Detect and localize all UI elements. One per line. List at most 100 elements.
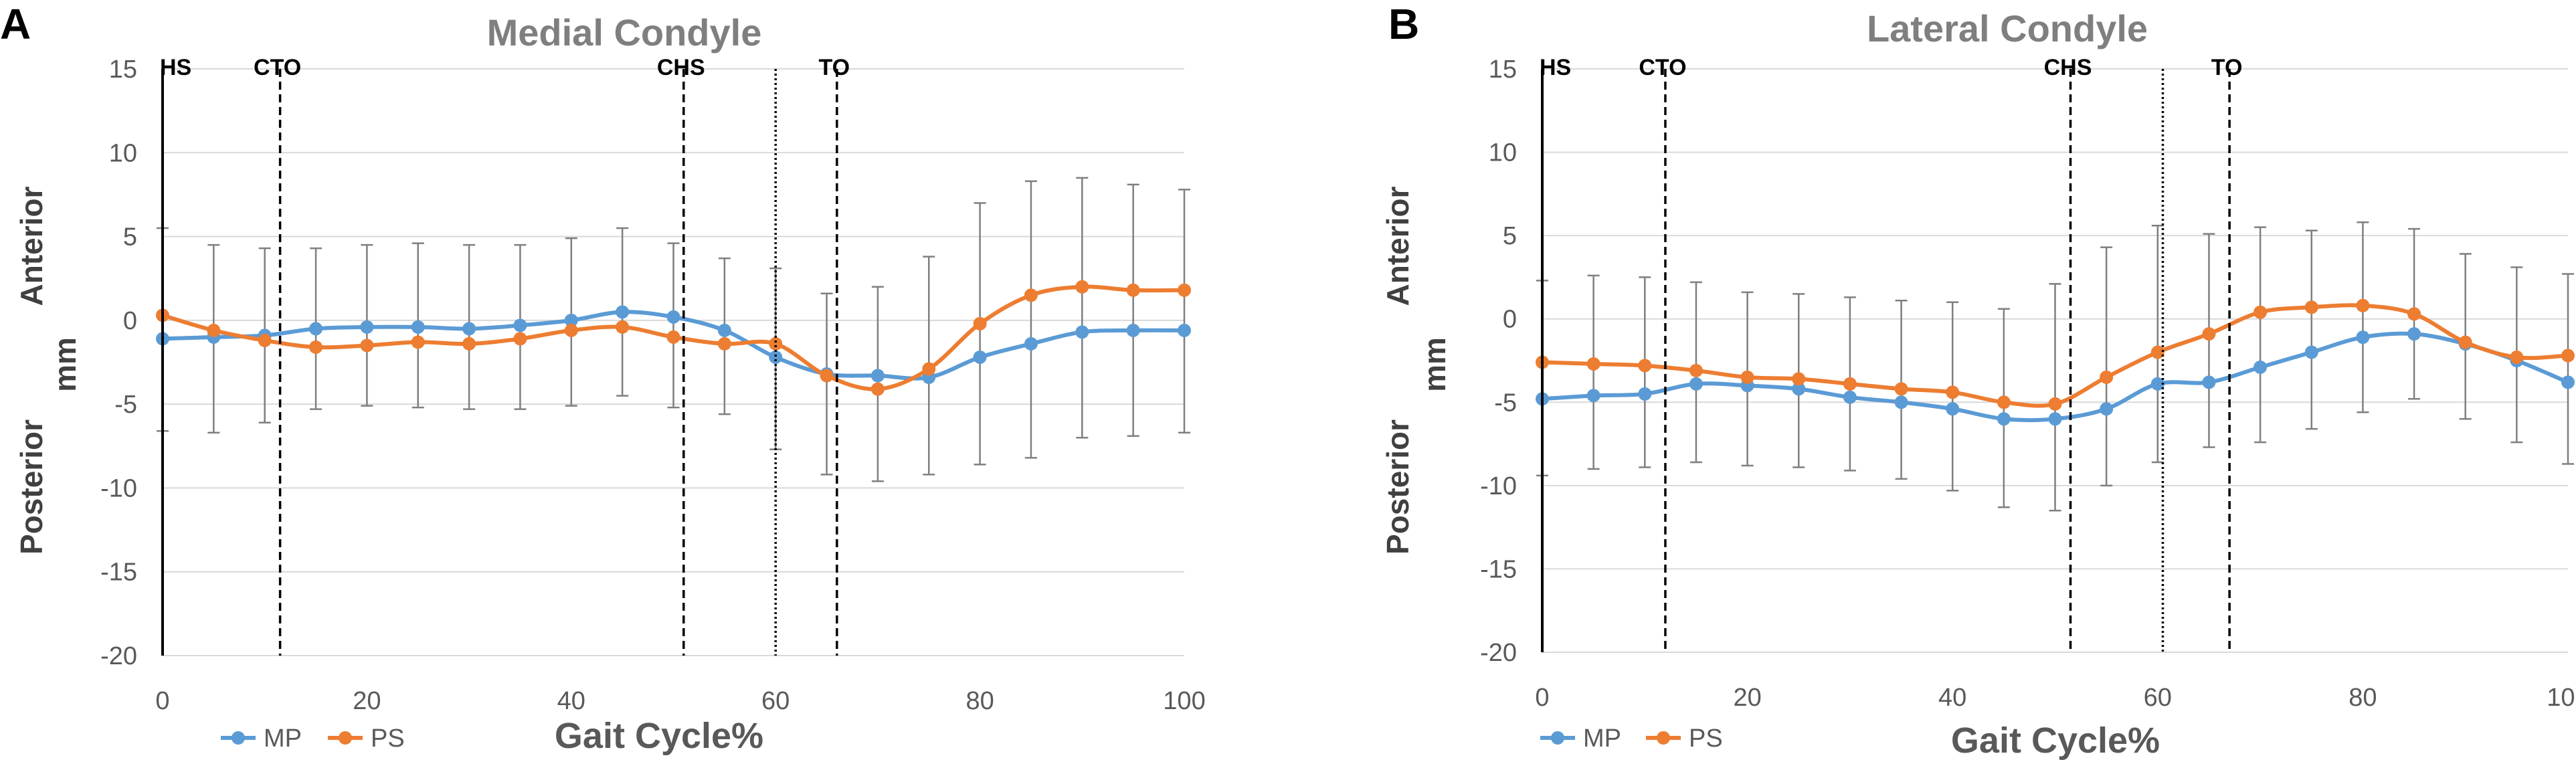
data-point-ps: [1178, 283, 1191, 297]
legend: MP PS: [1540, 724, 1723, 753]
data-point-ps: [666, 330, 680, 344]
y-tick-label: 5: [1503, 222, 1517, 250]
y-tick-label: 0: [123, 307, 137, 335]
error-bar: [2100, 246, 2113, 487]
y-tick-label: -15: [100, 559, 137, 587]
data-point-mp: [1894, 395, 1908, 409]
data-point-ps: [207, 323, 221, 337]
legend-label-ps: PS: [371, 724, 405, 753]
data-point-ps: [1689, 363, 1703, 377]
y-axis-label-anterior: Anterior: [1380, 186, 1415, 306]
event-label: TO: [2211, 55, 2243, 80]
series-line-ps: [1542, 303, 2569, 408]
data-point-ps: [769, 336, 783, 351]
error-bar: [2357, 221, 2369, 413]
data-point-ps: [2510, 351, 2524, 365]
y-axis-label-unit: mm: [48, 337, 82, 392]
data-point-ps: [1126, 283, 1140, 297]
x-tick-label: 60: [761, 687, 790, 715]
data-point-ps: [513, 332, 527, 346]
y-tick-label: 15: [1489, 56, 1517, 84]
data-point-ps: [1638, 359, 1652, 373]
y-axis-label-unit: mm: [1417, 337, 1452, 392]
y-tick-label: -5: [114, 391, 137, 419]
legend-marker-mp: [1551, 731, 1564, 745]
data-point-mp: [462, 322, 476, 336]
y-tick-label: -20: [100, 642, 137, 670]
data-point-ps: [462, 336, 476, 351]
y-axis-label-anterior: Anterior: [14, 186, 49, 306]
series-line-ps: [162, 284, 1185, 391]
y-tick-label: -15: [1480, 555, 1517, 583]
data-point-mp: [2100, 402, 2114, 416]
data-point-ps: [2356, 298, 2370, 312]
data-point-ps: [258, 333, 272, 347]
data-point-mp: [2048, 412, 2062, 426]
legend-marker-ps: [339, 731, 352, 745]
data-point-mp: [1843, 390, 1857, 404]
data-point-ps: [2458, 335, 2472, 349]
event-label: HS: [1540, 55, 1571, 80]
error-bar: [820, 292, 833, 476]
y-tick-label: 5: [123, 223, 137, 252]
error-bar: [974, 202, 986, 466]
data-point-ps: [2048, 397, 2062, 411]
y-tick-label: 10: [1489, 139, 1517, 167]
event-label: CHS: [657, 55, 705, 80]
data-point-mp: [2304, 345, 2318, 359]
data-point-mp: [2356, 330, 2370, 345]
data-point-ps: [360, 338, 374, 353]
data-point-mp: [2561, 375, 2575, 389]
y-tick-label: -20: [1480, 639, 1517, 667]
y-tick-label: -5: [1494, 389, 1517, 417]
data-point-mp: [1075, 325, 1089, 339]
error-bar: [1178, 189, 1190, 433]
data-point-mp: [2202, 375, 2216, 389]
legend-marker-mp: [232, 731, 245, 745]
error-bar: [1024, 180, 1037, 459]
data-point-ps: [870, 382, 885, 396]
data-point-ps: [2253, 305, 2268, 319]
data-point-ps: [2100, 370, 2114, 384]
chart-title: Medial Condyle: [487, 11, 762, 54]
data-point-mp: [2253, 360, 2268, 374]
y-tick-label: 15: [109, 56, 137, 84]
data-point-mp: [666, 310, 680, 324]
data-point-ps: [1843, 377, 1857, 391]
data-point-mp: [564, 313, 578, 327]
data-point-ps: [1997, 395, 2011, 409]
data-point-ps: [973, 316, 987, 330]
data-point-mp: [616, 305, 630, 319]
error-bar: [1076, 177, 1089, 439]
y-tick-label: 10: [109, 139, 137, 167]
data-point-mp: [1946, 402, 1960, 416]
error-bar: [2562, 273, 2574, 465]
data-point-ps: [1740, 370, 1754, 384]
chart-title: Lateral Condyle: [1867, 7, 2148, 50]
error-bar: [667, 242, 680, 409]
legend-marker-ps: [1657, 731, 1670, 745]
data-point-mp: [1689, 377, 1703, 391]
data-point-ps: [616, 320, 630, 334]
data-point-mp: [2407, 327, 2421, 341]
legend: MP PS: [221, 724, 405, 753]
data-point-ps: [309, 340, 323, 354]
y-axis-label-posterior: Posterior: [1380, 419, 1415, 555]
error-bar: [1127, 183, 1139, 438]
data-point-mp: [309, 322, 323, 336]
y-axis-label-posterior: Posterior: [14, 419, 49, 555]
data-point-mp: [973, 350, 987, 364]
error-bar: [2254, 226, 2267, 444]
data-point-mp: [769, 350, 783, 364]
data-point-mp: [2150, 377, 2165, 391]
legend-label-mp: MP: [264, 724, 302, 753]
data-point-ps: [2150, 345, 2165, 359]
data-point-ps: [1894, 382, 1908, 396]
x-tick-label: 80: [2349, 684, 2377, 712]
data-point-ps: [1792, 372, 1806, 386]
data-point-mp: [360, 320, 374, 334]
data-point-ps: [411, 335, 425, 349]
data-point-ps: [717, 336, 731, 351]
x-axis-label: Gait Cycle%: [1951, 720, 2160, 761]
